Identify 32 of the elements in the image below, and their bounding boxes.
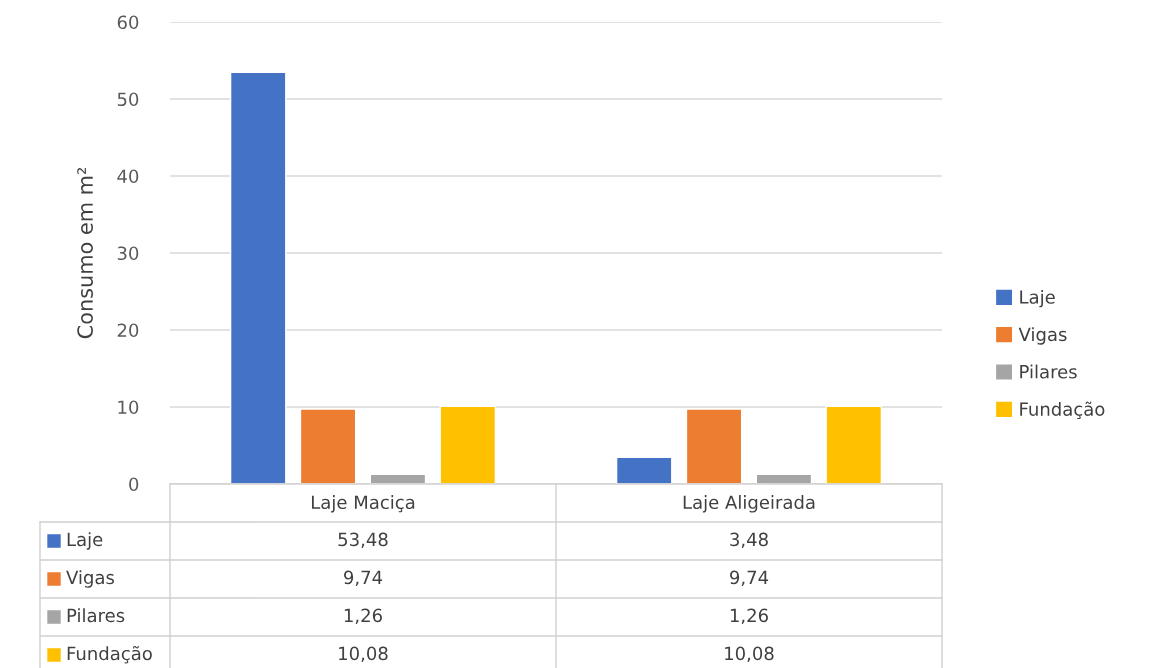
x-tick-label: Laje Aligeirada — [683, 495, 815, 513]
y-tick-label: 30 — [117, 246, 139, 261]
y-tick-label: 10 — [118, 400, 139, 415]
bar — [299, 408, 357, 484]
data-label: 10,08 — [725, 646, 774, 663]
bar — [439, 405, 497, 484]
data-label: 3,48 — [730, 532, 768, 549]
legend-label: Fundação — [1020, 401, 1105, 420]
text: Laje — [1020, 289, 1055, 308]
bar — [825, 405, 883, 484]
bar — [615, 456, 673, 484]
bar — [685, 408, 743, 484]
text: Pilares — [67, 608, 125, 623]
bar — [229, 71, 287, 484]
text: Vigas — [1018, 327, 1067, 345]
x-tick-label: Laje Maciça — [311, 495, 415, 513]
y-tick-label: 60 — [117, 15, 139, 30]
data-label: 1,26 — [730, 608, 768, 625]
data-label: 9,74 — [344, 570, 383, 587]
data-label: 10,08 — [339, 646, 388, 663]
legend-label: Vigas — [66, 570, 115, 588]
y-tick-label: 0 — [129, 477, 139, 492]
data-label: 9,74 — [730, 570, 769, 587]
legend-label: Pilares — [1020, 364, 1077, 379]
data-label: 1,26 — [344, 608, 382, 625]
y-tick-label: 50 — [117, 92, 139, 107]
legend-label: Laje — [67, 532, 103, 550]
y-tick-label: 20 — [117, 323, 139, 338]
data-label: 53,48 — [338, 532, 388, 549]
y-axis-title: Consumo em m² — [77, 168, 93, 339]
text: Fundação — [67, 645, 152, 664]
y-tick-label: 40 — [117, 169, 139, 184]
